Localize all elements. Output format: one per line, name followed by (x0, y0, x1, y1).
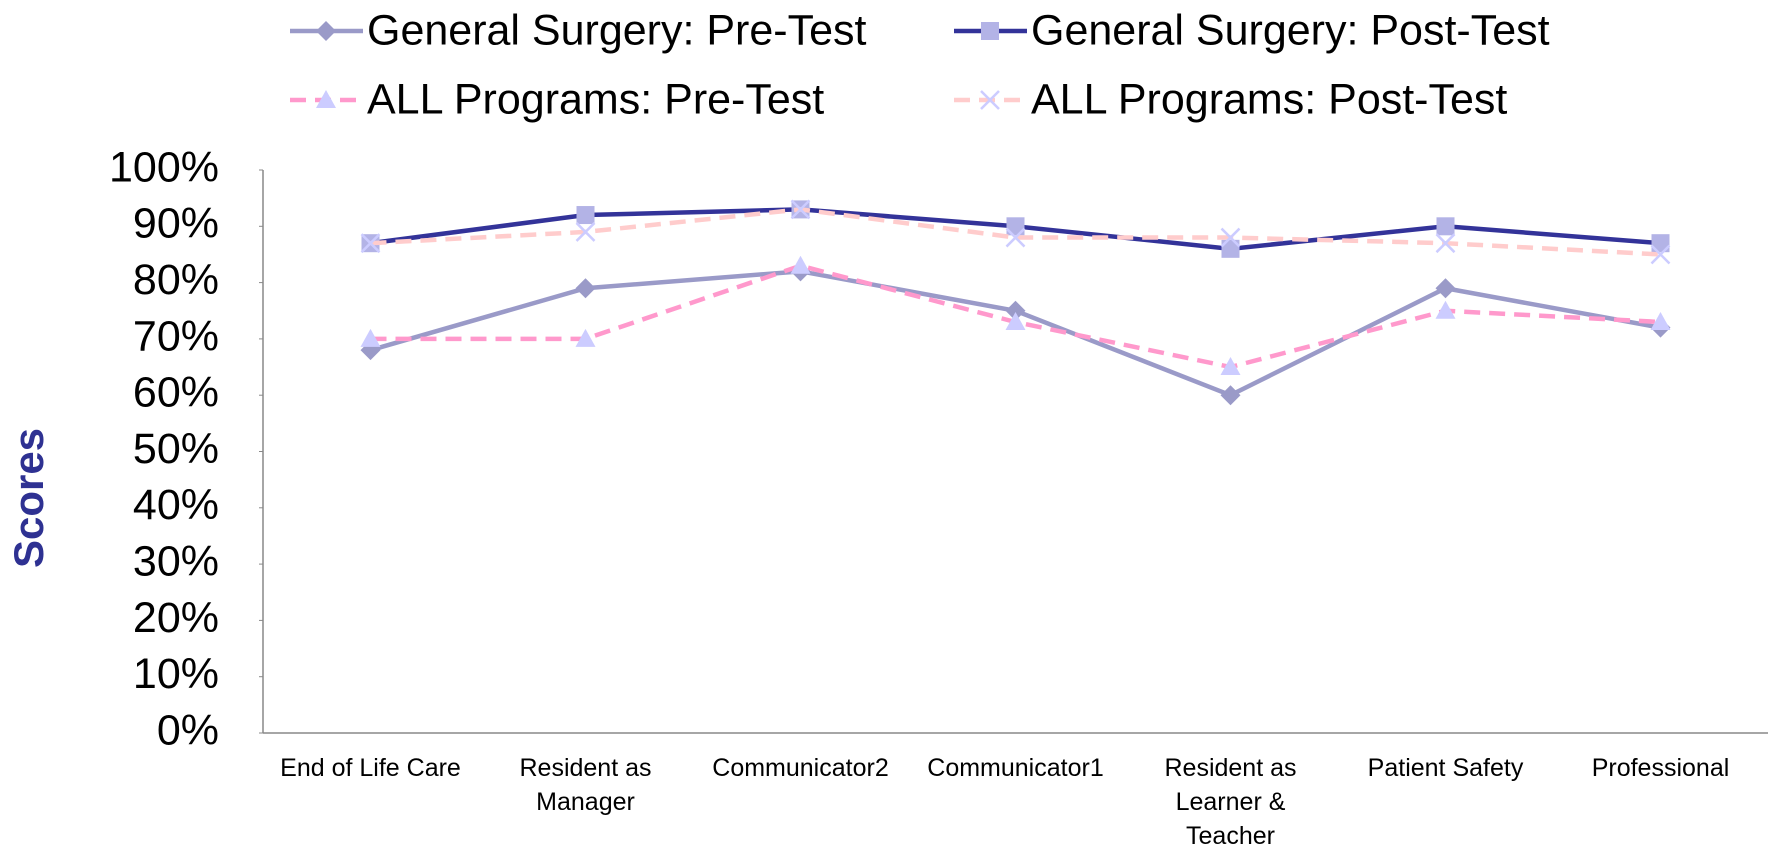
data-point (1650, 312, 1671, 331)
y-tick-label: 30% (133, 537, 219, 585)
data-point (575, 278, 596, 299)
legend-label: ALL Programs: Pre-Test (367, 75, 824, 123)
legend-marker (316, 21, 336, 41)
data-point (576, 206, 595, 225)
data-point (1005, 227, 1026, 248)
data-point (790, 199, 811, 220)
legend-label: General Surgery: Post-Test (1031, 6, 1550, 54)
data-point (360, 233, 381, 254)
y-tick-label: 60% (133, 369, 219, 417)
series-line (369, 269, 1661, 398)
y-tick-label: 70% (133, 312, 219, 360)
x-tick-label: Patient Safety (1367, 754, 1524, 782)
x-tick-label: Professional (1591, 754, 1730, 782)
data-point (1435, 278, 1456, 299)
data-point (1435, 233, 1456, 254)
x-tick-label: Resident as Manager (519, 754, 652, 816)
data-point (1651, 234, 1670, 253)
x-tick-label: End of Life Care (280, 754, 461, 782)
data-point (1220, 357, 1241, 376)
legend-label: General Surgery: Pre-Test (367, 6, 867, 54)
data-point (575, 222, 596, 242)
data-point (1220, 385, 1241, 406)
y-tick-label: 90% (133, 200, 219, 248)
y-tick-label: 0% (157, 706, 219, 754)
data-point (575, 328, 596, 347)
data-point (1005, 300, 1026, 321)
data-point (1436, 217, 1455, 236)
legend-marker (980, 90, 1000, 110)
data-point (1005, 312, 1026, 331)
y-tick-label: 50% (133, 425, 219, 473)
x-tick-label: Communicator2 (712, 754, 889, 782)
y-tick-label: 80% (133, 256, 219, 304)
y-axis-label: Scores (5, 428, 52, 568)
x-tick-label: Communicator1 (927, 754, 1104, 782)
x-tick-label: Resident as Learner & Teacher (1164, 754, 1297, 849)
legend-marker (316, 90, 336, 108)
data-point (1221, 239, 1240, 258)
legend-label: ALL Programs: Post-Test (1031, 75, 1507, 123)
y-tick-label: 40% (133, 481, 219, 529)
y-tick-label: 20% (133, 594, 219, 642)
data-point (790, 255, 811, 274)
y-tick-label: 100% (109, 143, 219, 191)
data-point (1435, 300, 1456, 319)
data-point (1006, 217, 1025, 236)
data-point (1650, 244, 1671, 265)
legend-marker (981, 22, 999, 40)
data-point (1220, 227, 1241, 248)
data-point (360, 328, 381, 347)
y-tick-label: 10% (133, 650, 219, 698)
